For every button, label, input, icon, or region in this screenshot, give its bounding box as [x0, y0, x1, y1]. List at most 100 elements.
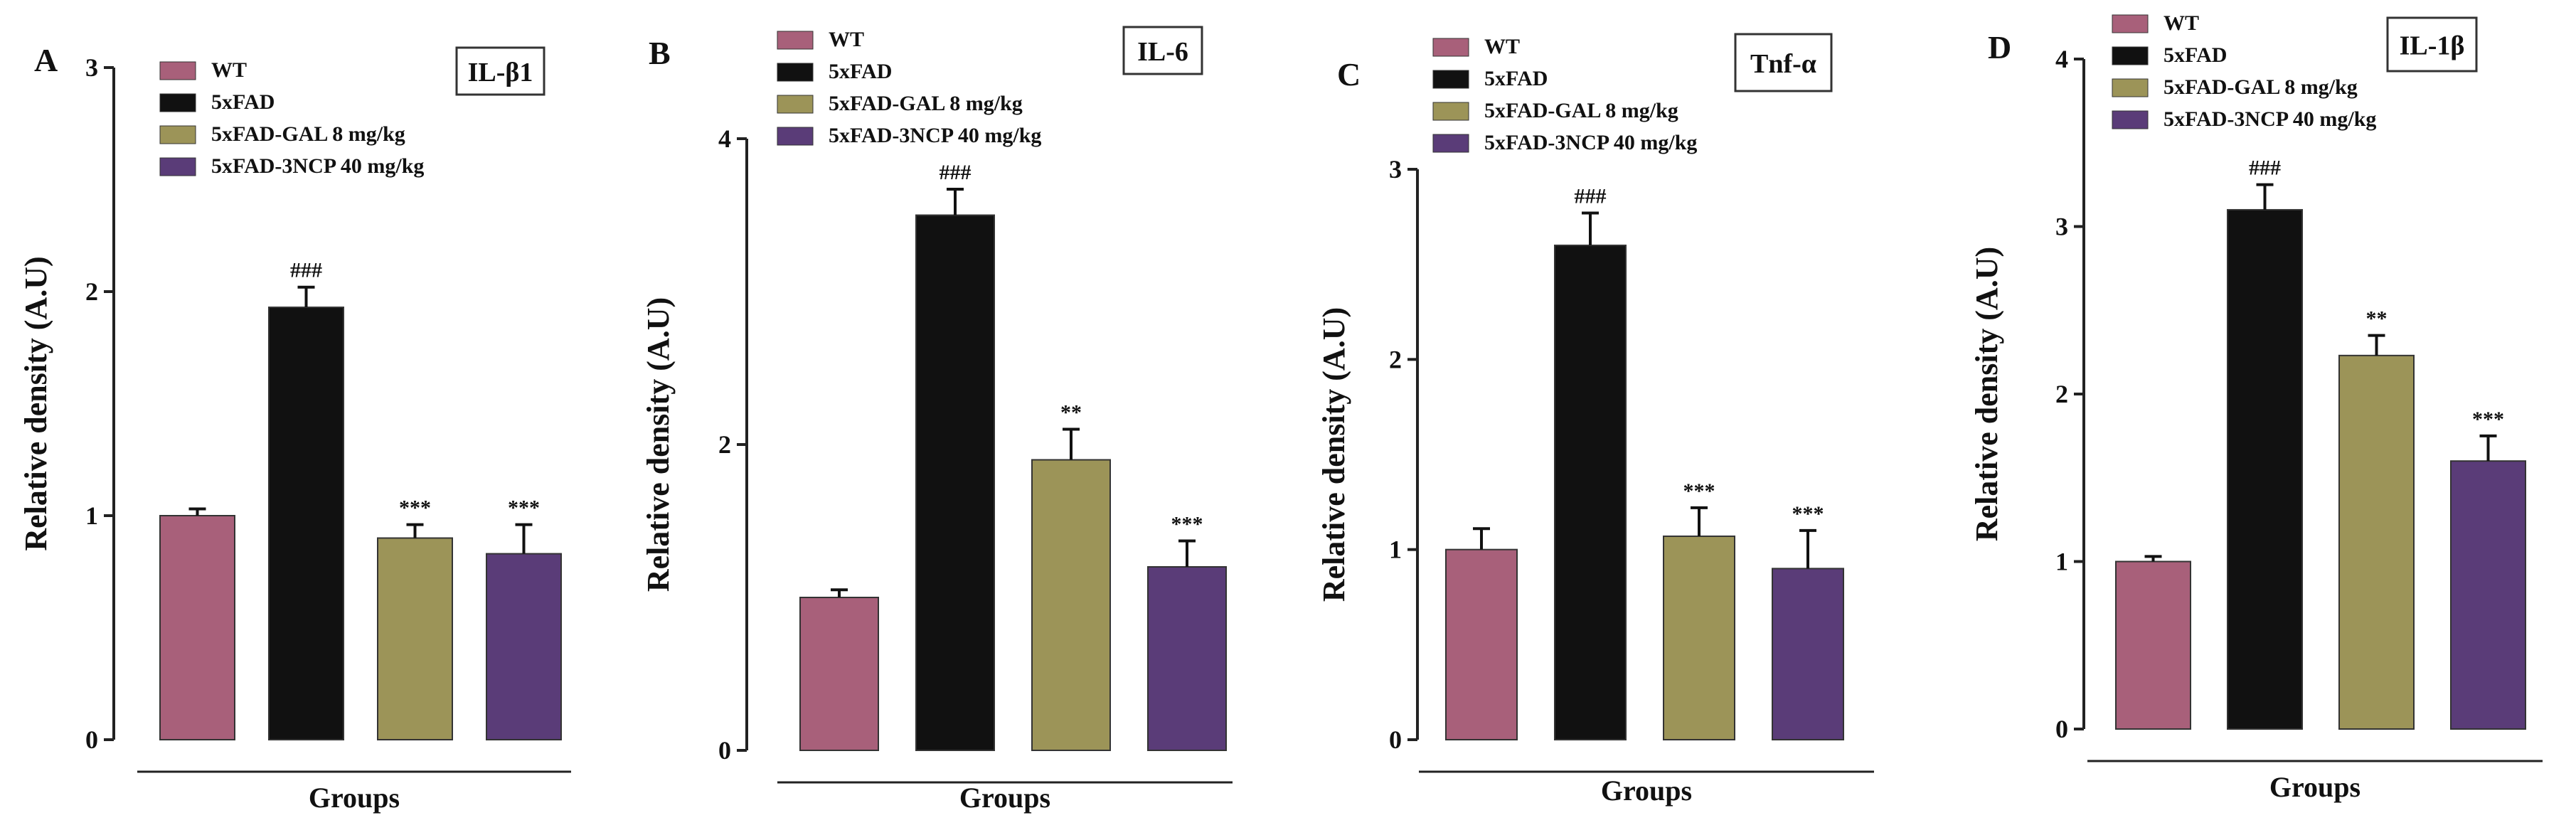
- legend-swatch: [777, 63, 814, 82]
- legend-swatch: [2112, 78, 2149, 97]
- legend-swatch: [1432, 70, 1469, 89]
- y-tick-label: 2: [85, 277, 98, 306]
- bar-wt: [1445, 548, 1518, 741]
- legend-swatch: [159, 61, 196, 80]
- y-tick-label: 0: [1389, 725, 1402, 754]
- x-axis-label: Groups: [2269, 771, 2361, 803]
- legend-swatch: [159, 157, 196, 176]
- y-tick-label: 3: [1389, 155, 1402, 184]
- y-tick-label: 1: [85, 501, 98, 530]
- y-tick-label: 2: [1389, 345, 1402, 373]
- legend-label: 5xFAD-GAL 8 mg/kg: [829, 92, 1023, 115]
- chart-title: Tnf-α: [1750, 49, 1816, 79]
- y-tick-label: 3: [85, 53, 98, 82]
- bar-5xfad: [268, 307, 344, 740]
- bar-wt: [799, 597, 879, 751]
- chart-panel-c: C 0 1 2 3 Relative density (A.U) ### *** *** Grou…: [1316, 33, 1874, 807]
- legend-label: 5xFAD: [211, 90, 275, 114]
- legend-label: WT: [211, 58, 247, 82]
- legend-label: 5xFAD: [2163, 43, 2227, 67]
- title-box: [1122, 26, 1203, 75]
- y-tick-label: 1: [1389, 536, 1402, 564]
- x-axis-label: Groups: [959, 782, 1050, 814]
- y-tick-label: 1: [2055, 548, 2068, 576]
- chart-title: IL-6: [1137, 37, 1188, 67]
- x-axis-label: Groups: [309, 782, 400, 814]
- bar-5xfad-gal-8-mg-kg: [377, 537, 453, 740]
- chart-panel-a: A 0 1 2 3 Relative density (A.U) ### *** *** Grou…: [18, 42, 571, 814]
- legend-label: 5xFAD-GAL 8 mg/kg: [211, 122, 405, 146]
- x-axis-label: Groups: [1601, 775, 1692, 807]
- significance-marker: ***: [1683, 479, 1715, 503]
- bar-5xfad-gal-8-mg-kg: [1663, 535, 1735, 740]
- y-axis-label: Relative density (A.U): [1969, 247, 2004, 541]
- legend-label: WT: [829, 28, 864, 51]
- bar-5xfad-3ncp-40-mg-kg: [1772, 568, 1844, 741]
- bar-5xfad: [1554, 244, 1627, 740]
- significance-marker: ***: [1792, 502, 1824, 526]
- bar-wt: [159, 515, 235, 740]
- legend-swatch: [2112, 110, 2149, 129]
- legend-swatch: [777, 31, 814, 50]
- legend-swatch: [2112, 14, 2149, 33]
- legend-swatch: [1432, 134, 1469, 153]
- significance-marker: ###: [1575, 184, 1607, 208]
- significance-marker: ###: [290, 259, 322, 282]
- significance-marker: **: [1060, 401, 1082, 425]
- panel-letter: C: [1337, 56, 1361, 92]
- legend-label: 5xFAD: [829, 60, 892, 83]
- legend-label: 5xFAD: [1484, 67, 1548, 90]
- significance-marker: ***: [2472, 408, 2504, 431]
- bar-5xfad-3ncp-40-mg-kg: [486, 553, 562, 740]
- legend-label: WT: [1484, 35, 1520, 58]
- legend-label: 5xFAD-3NCP 40 mg/kg: [829, 124, 1041, 147]
- bar-5xfad-3ncp-40-mg-kg: [1147, 566, 1227, 751]
- y-axis-label: Relative density (A.U): [1316, 307, 1351, 602]
- significance-marker: ***: [508, 496, 540, 520]
- legend-label: 5xFAD-3NCP 40 mg/kg: [1484, 131, 1697, 154]
- y-tick-label: 0: [718, 736, 731, 765]
- y-tick-label: 0: [2055, 715, 2068, 743]
- title-box: [455, 46, 545, 96]
- chart-title: IL-1β: [2400, 31, 2465, 61]
- y-tick-label: 2: [718, 430, 731, 459]
- y-tick-label: 4: [2055, 45, 2068, 73]
- y-axis-label: Relative density (A.U): [18, 256, 53, 551]
- significance-marker: ***: [399, 496, 431, 520]
- panel-letter: D: [1988, 29, 2011, 65]
- title-box: [2386, 16, 2478, 73]
- y-tick-label: 0: [85, 725, 98, 754]
- significance-marker: ***: [1171, 512, 1203, 536]
- legend-swatch: [1432, 102, 1469, 121]
- significance-marker: ###: [2249, 156, 2281, 180]
- legend-label: 5xFAD-3NCP 40 mg/kg: [2163, 107, 2376, 131]
- panel-letter: B: [649, 35, 671, 71]
- legend-swatch: [2112, 46, 2149, 65]
- legend-swatch: [777, 127, 814, 146]
- bar-5xfad: [2227, 208, 2303, 730]
- title-box: [1734, 33, 1833, 92]
- legend-swatch: [1432, 38, 1469, 57]
- bar-wt: [2115, 560, 2191, 730]
- legend-swatch: [159, 125, 196, 144]
- panel-letter: A: [34, 42, 58, 78]
- legend-swatch: [777, 95, 814, 114]
- legend-label: WT: [2163, 11, 2199, 35]
- bar-5xfad-3ncp-40-mg-kg: [2450, 460, 2526, 730]
- y-tick-label: 4: [718, 124, 731, 153]
- legend-label: 5xFAD-GAL 8 mg/kg: [2163, 75, 2358, 99]
- legend-label: 5xFAD-3NCP 40 mg/kg: [211, 154, 424, 178]
- y-axis-label: Relative density (A.U): [641, 297, 676, 592]
- significance-marker: ###: [940, 161, 972, 184]
- legend-label: 5xFAD-GAL 8 mg/kg: [1484, 99, 1678, 122]
- bar-5xfad-gal-8-mg-kg: [1031, 459, 1111, 751]
- legend-swatch: [159, 93, 196, 112]
- y-tick-label: 2: [2055, 380, 2068, 408]
- y-tick-label: 3: [2055, 213, 2068, 241]
- chart-title: IL-β1: [468, 58, 533, 87]
- bar-5xfad: [915, 214, 995, 751]
- significance-marker: **: [2366, 307, 2388, 331]
